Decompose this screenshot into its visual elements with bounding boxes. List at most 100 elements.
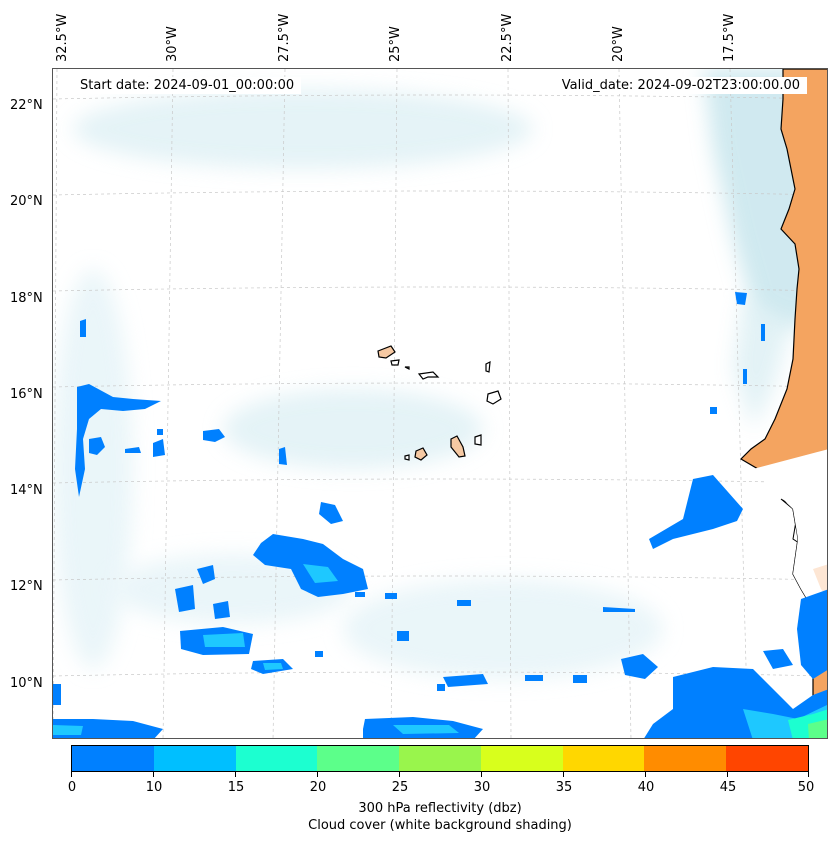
cape-verde-islands: [377, 345, 502, 461]
cloud-shade-south: [343, 579, 663, 679]
lon-label-25w: 25°W: [388, 26, 403, 62]
island-brava: [404, 454, 410, 461]
colorbar-segment-35-40: [562, 746, 645, 771]
map-panel[interactable]: Start date: 2024-09-01_00:00:00 Valid_da…: [52, 68, 828, 739]
land-south-desert: [753, 449, 827, 609]
reflectivity-cell: [603, 607, 635, 612]
reflectivity-cell: [175, 585, 195, 612]
colorbar-tick: [153, 772, 154, 777]
reflectivity-cell: [279, 447, 287, 465]
reflectivity-cell: [53, 684, 61, 705]
valid-date-label: Valid_date: 2024-09-02T23:00:00.00: [554, 77, 807, 94]
colorbar-tick: [71, 772, 72, 777]
reflectivity-cell: [443, 674, 488, 687]
lon-label-27-5w: 27.5°W: [277, 13, 292, 62]
colorbar-tick: [317, 772, 318, 777]
cloud-cover-layer: [53, 69, 827, 679]
reflectivity-cell: [573, 675, 587, 683]
lat-label-12n: 12°N: [10, 579, 43, 594]
reflectivity-cell: [203, 633, 245, 647]
cloud-shade-west: [53, 269, 133, 669]
lat-label-22n: 22°N: [10, 98, 43, 113]
cloud-shade-coastal-lower: [733, 299, 793, 429]
reflectivity-cell: [457, 600, 471, 606]
reflectivity-cell: [525, 675, 543, 681]
island-boa-vista: [486, 390, 502, 405]
island-sao-vicente: [390, 359, 400, 366]
colorbar-segment-20-25: [317, 746, 400, 771]
reflectivity-cell: [153, 439, 165, 457]
reflectivity-cell: [263, 663, 283, 670]
reflectivity-cell: [319, 502, 343, 524]
reflectivity-cell: [735, 292, 747, 305]
colorbar-tick-label: 15: [227, 780, 245, 795]
colorbar-segment-0-10: [72, 746, 154, 771]
start-date-label: Start date: 2024-09-01_00:00:00: [73, 77, 302, 94]
reflectivity-cell: [710, 407, 717, 414]
reflectivity-colorbar: [71, 745, 809, 772]
cloud-shade-north: [73, 89, 533, 169]
reflectivity-cell: [808, 719, 827, 738]
reflectivity-cell: [75, 384, 161, 497]
colorbar-tick-label: 40: [637, 780, 655, 795]
reflectivity-cell: [203, 429, 225, 442]
reflectivity-cell: [397, 631, 409, 641]
reflectivity-cell: [437, 684, 445, 691]
reflectivity-cell: [315, 651, 323, 657]
island-maio: [474, 434, 482, 446]
colorbar-tick-label: 50: [797, 780, 815, 795]
reflectivity-cell: [393, 725, 459, 734]
island-santiago: [450, 435, 466, 458]
reflectivity-cell: [761, 324, 765, 341]
colorbar-segment-25-30: [399, 746, 481, 771]
reflectivity-cell: [743, 369, 747, 384]
lon-label-17-5w: 17.5°W: [722, 13, 737, 62]
lon-label-32-5w: 32.5°W: [55, 13, 70, 62]
colorbar-tick: [235, 772, 236, 777]
colorbar-segment-30-35: [480, 746, 563, 771]
colorbar-tick-label: 30: [473, 780, 491, 795]
colorbar-tick: [645, 772, 646, 777]
colorbar-tick-label: 45: [719, 780, 737, 795]
reflectivity-layer: [53, 292, 827, 738]
lon-label-20w: 20°W: [611, 26, 626, 62]
reflectivity-cell: [125, 447, 141, 453]
lat-label-10n: 10°N: [10, 676, 43, 691]
colorbar-tick-label: 35: [555, 780, 573, 795]
reflectivity-cell: [197, 565, 215, 584]
colorbar-segment-10-15: [153, 746, 236, 771]
colorbar-segment-45-50: [726, 746, 809, 771]
lat-label-20n: 20°N: [10, 194, 43, 209]
reflectivity-cell: [649, 475, 743, 549]
map-canvas: [53, 69, 827, 738]
colorbar-tick-label: 25: [391, 780, 409, 795]
island-santa-luzia: [404, 366, 410, 370]
colorbar-tick-label: 0: [67, 780, 77, 795]
colorbar-tick: [808, 772, 809, 777]
reflectivity-cell: [763, 649, 793, 669]
reflectivity-cell: [89, 437, 105, 455]
reflectivity-cell: [621, 654, 658, 679]
reflectivity-cell: [355, 592, 365, 597]
lon-label-30w: 30°W: [165, 26, 180, 62]
colorbar-segment-40-45: [644, 746, 727, 771]
lat-label-16n: 16°N: [10, 387, 43, 402]
colorbar-tick: [481, 772, 482, 777]
lat-label-18n: 18°N: [10, 291, 43, 306]
reflectivity-cell: [303, 564, 338, 583]
colorbar-tick-label: 20: [309, 780, 327, 795]
colorbar-tick: [399, 772, 400, 777]
island-sal: [485, 360, 491, 373]
lon-label-22-5w: 22.5°W: [500, 13, 515, 62]
colorbar-tick: [727, 772, 728, 777]
land-interior: [813, 564, 827, 597]
reflectivity-cell: [385, 593, 397, 599]
island-santo-antao: [377, 345, 396, 359]
graticule: [53, 69, 827, 738]
island-fogo: [414, 447, 428, 461]
colorbar-tick: [563, 772, 564, 777]
reflectivity-cell: [80, 319, 86, 337]
colorbar-title: 300 hPa reflectivity (dbz): [358, 801, 522, 816]
colorbar-segment-15-20: [235, 746, 318, 771]
reflectivity-cell: [213, 601, 230, 619]
